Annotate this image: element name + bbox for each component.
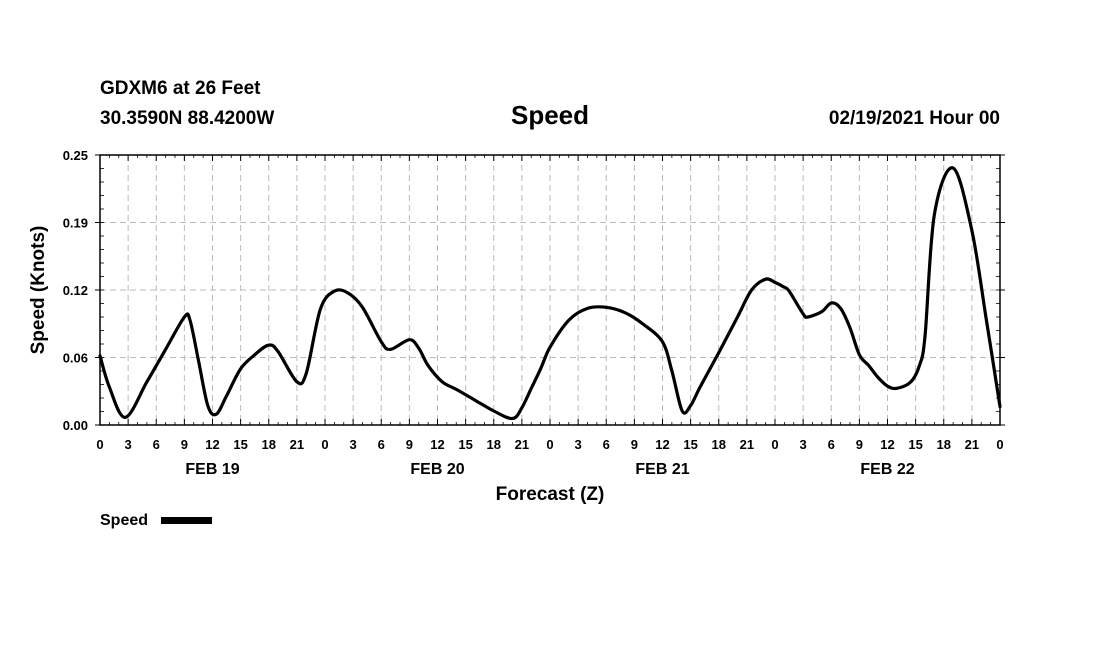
day-label: FEB 19 <box>185 461 239 478</box>
x-tick-label: 15 <box>908 437 922 452</box>
x-tick-label: 3 <box>350 437 357 452</box>
y-tick-label: 0.00 <box>63 418 88 433</box>
x-tick-label: 21 <box>965 437 979 452</box>
x-tick-label: 12 <box>880 437 894 452</box>
y-axis-label: Speed (Knots) <box>28 226 49 355</box>
day-label: FEB 21 <box>635 461 689 478</box>
y-tick-label: 0.06 <box>63 351 88 366</box>
x-tick-label: 21 <box>515 437 529 452</box>
x-tick-label: 18 <box>712 437 726 452</box>
x-tick-label: 18 <box>487 437 501 452</box>
series-line-speed <box>98 166 1002 421</box>
x-tick-label: 9 <box>856 437 863 452</box>
y-tick-label: 0.25 <box>63 148 88 163</box>
x-tick-label: 0 <box>771 437 778 452</box>
day-labels: FEB 19 FEB 20 FEB 21 FEB 22 <box>185 461 914 478</box>
x-tick-label: 0 <box>321 437 328 452</box>
x-tick-label: 6 <box>828 437 835 452</box>
x-tick-label: 0 <box>546 437 553 452</box>
grid-lines <box>100 155 1000 425</box>
x-tick-label: 6 <box>378 437 385 452</box>
y-tick-label: 0.12 <box>63 283 88 298</box>
coords-label: 30.3590N 88.4200W <box>100 108 274 129</box>
x-tick-label: 0 <box>996 437 1003 452</box>
y-tick-label: 0.19 <box>63 216 88 231</box>
x-tick-label: 9 <box>406 437 413 452</box>
x-tick-label: 6 <box>603 437 610 452</box>
x-tick-label: 3 <box>575 437 582 452</box>
datetime-label: 02/19/2021 Hour 00 <box>829 108 1000 129</box>
series-layer <box>98 166 1002 421</box>
x-tick-label: 9 <box>181 437 188 452</box>
plot-frame <box>99 154 1001 426</box>
x-tick-label: 18 <box>937 437 951 452</box>
x-tick-label: 21 <box>290 437 304 452</box>
chart-title: Speed <box>511 100 589 130</box>
x-tick-label: 0 <box>96 437 103 452</box>
station-label: GDXM6 at 26 Feet <box>100 78 261 99</box>
x-tick-label: 21 <box>740 437 754 452</box>
x-tick-label: 12 <box>655 437 669 452</box>
x-tick-label: 6 <box>153 437 160 452</box>
x-tick-label: 18 <box>262 437 276 452</box>
legend-label: Speed <box>100 512 148 529</box>
x-tick-label: 15 <box>683 437 697 452</box>
day-label: FEB 22 <box>860 461 914 478</box>
x-tick-label: 12 <box>430 437 444 452</box>
x-tick-label: 9 <box>631 437 638 452</box>
x-tick-label: 3 <box>800 437 807 452</box>
day-label: FEB 20 <box>410 461 464 478</box>
x-tick-label: 3 <box>125 437 132 452</box>
x-tick-label: 15 <box>233 437 247 452</box>
x-tick-label: 15 <box>458 437 472 452</box>
x-tick-label: 12 <box>205 437 219 452</box>
x-axis-label: Forecast (Z) <box>496 484 605 505</box>
legend-swatch <box>161 517 212 524</box>
